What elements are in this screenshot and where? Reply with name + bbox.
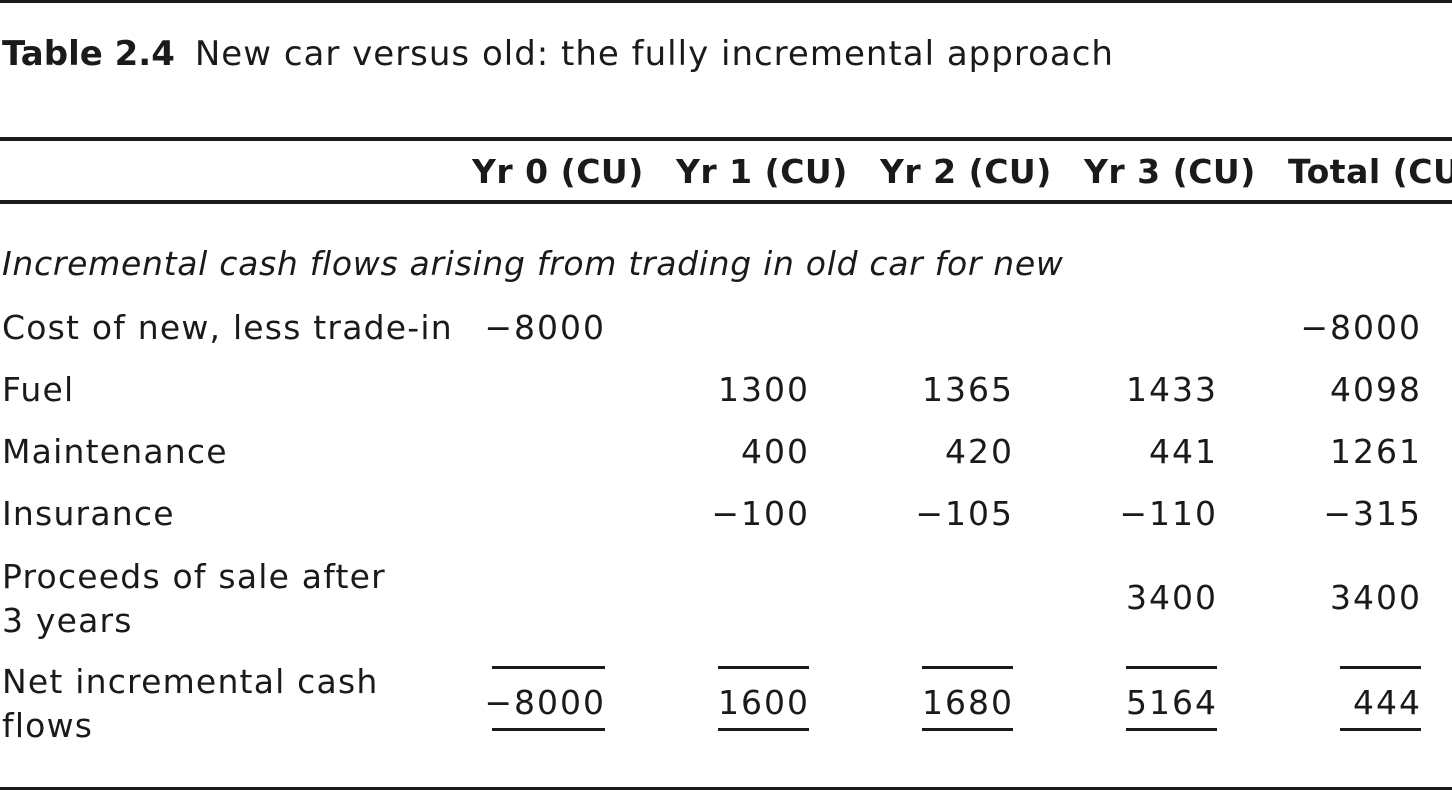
column-header-yr1: Yr 1 (CU) <box>676 152 848 191</box>
subtotal-rule <box>1126 666 1217 669</box>
subtotal-rule <box>1340 666 1421 669</box>
cell-total: 444 <box>1353 683 1422 722</box>
cell-yr2: −105 <box>915 494 1014 533</box>
cell-yr1: 1600 <box>718 683 810 722</box>
header-top-rule <box>0 137 1452 141</box>
top-rule <box>0 0 1452 3</box>
subtotal-rule <box>492 666 605 669</box>
total-rule <box>1126 728 1217 731</box>
section-heading: Incremental cash flows arising from trad… <box>2 244 1064 283</box>
cell-yr2: 1680 <box>922 683 1014 722</box>
total-rule <box>922 728 1013 731</box>
column-header-yr2: Yr 2 (CU) <box>880 152 1052 191</box>
total-rule <box>1340 728 1421 731</box>
cell-total: 1261 <box>1330 432 1422 471</box>
row-label: Cost of new, less trade-in <box>2 308 453 347</box>
table-title: New car versus old: the fully incrementa… <box>194 34 1114 74</box>
subtotal-rule <box>922 666 1013 669</box>
cell-yr3: 5164 <box>1126 683 1218 722</box>
cell-yr0: −8000 <box>484 683 606 722</box>
row-label: Proceeds of sale after 3 years <box>2 557 386 640</box>
cell-total: −315 <box>1323 494 1422 533</box>
cell-total: 4098 <box>1330 370 1422 409</box>
row-label: Fuel <box>2 370 75 409</box>
row-label: Insurance <box>2 494 175 533</box>
cell-yr0: −8000 <box>484 308 606 347</box>
column-header-yr0: Yr 0 (CU) <box>472 152 644 191</box>
table-caption: Table 2.4 New car versus old: the fully i… <box>2 34 1114 74</box>
table-number: Table 2.4 <box>2 34 175 74</box>
cell-yr3: −110 <box>1119 494 1218 533</box>
total-rule <box>492 728 605 731</box>
cell-yr2: 420 <box>945 432 1014 471</box>
bottom-rule <box>0 787 1452 790</box>
cell-yr1: 1300 <box>718 370 810 409</box>
row-label: Net incremental cash flows <box>2 662 379 745</box>
cell-yr1: −100 <box>711 494 810 533</box>
column-header-yr3: Yr 3 (CU) <box>1084 152 1256 191</box>
cell-yr3: 1433 <box>1126 370 1218 409</box>
subtotal-rule <box>718 666 809 669</box>
cell-yr2: 1365 <box>922 370 1014 409</box>
header-bottom-rule <box>0 200 1452 204</box>
cell-yr3: 441 <box>1149 432 1218 471</box>
row-label: Maintenance <box>2 432 228 471</box>
cell-yr1: 400 <box>741 432 810 471</box>
total-rule <box>718 728 809 731</box>
cell-yr3: 3400 <box>1126 578 1218 617</box>
cell-total: 3400 <box>1330 578 1422 617</box>
column-header-total: Total (CU) <box>1288 152 1452 191</box>
cell-total: −8000 <box>1300 308 1422 347</box>
